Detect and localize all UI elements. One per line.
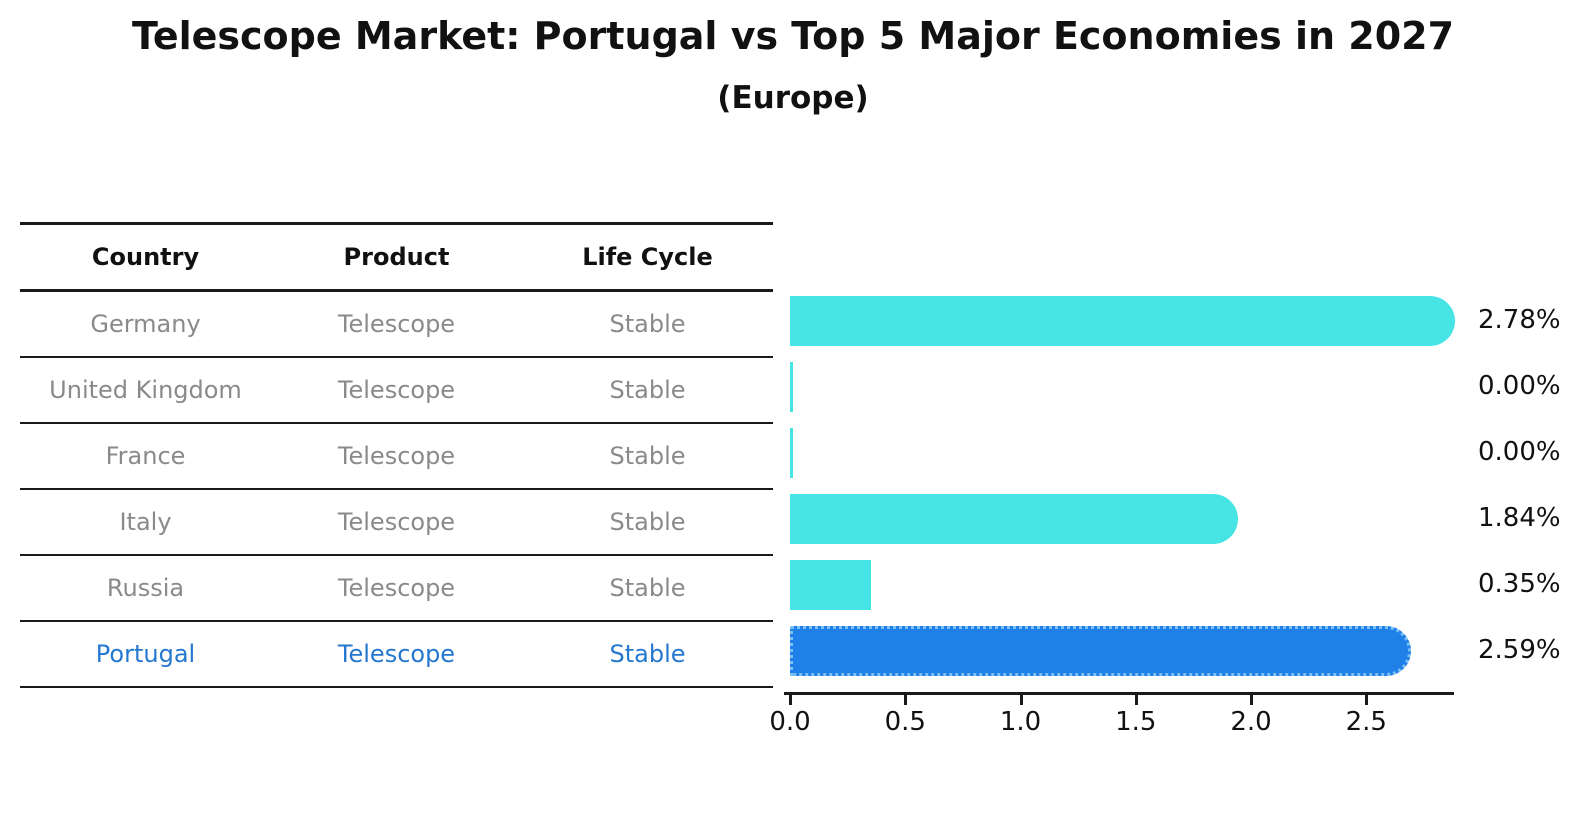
value-label: 0.00% [1478,371,1561,401]
product-cell: Telescope [337,640,456,668]
lifecycle-cell: Stable [609,640,686,668]
lifecycle-cell: Stable [609,442,686,470]
axis-tick-label: 0.5 [884,707,926,737]
product-cell: Telescope [337,508,456,536]
axis-tick-label: 2.5 [1345,707,1387,737]
product-cell: Telescope [337,442,456,470]
bar [790,428,793,478]
bar [790,560,871,610]
axis-tick-label: 1.0 [999,707,1042,737]
axis-tick [789,695,792,705]
axis-tick [1365,695,1369,705]
table-row: Russia Telescope Stable [20,556,773,622]
axis-tick-label: 0.0 [769,707,811,737]
country-cell: Russia [106,574,185,602]
table-header-row: Country Product Life Cycle [20,222,773,292]
product-cell: Telescope [337,376,456,404]
axis-tick [1134,695,1138,705]
table-row: United Kingdom Telescope Stable [20,358,773,424]
chart-subtitle: (Europe) [717,80,869,116]
bar [790,494,1239,544]
axis-tick [904,695,908,705]
value-label: 0.00% [1478,437,1561,467]
value-label: 2.78% [1478,305,1561,335]
country-cell: France [105,442,186,470]
chart-title: Telescope Market: Portugal vs Top 5 Majo… [131,14,1455,58]
axis-tick [1019,695,1023,705]
bar [790,362,793,412]
bar [790,626,1411,676]
axis-tick-label: 1.5 [1115,707,1157,737]
lifecycle-cell: Stable [609,376,686,404]
lifecycle-cell: Stable [609,508,686,536]
axis-tick [1250,695,1253,705]
country-cell: Germany [90,310,201,338]
country-cell: Portugal [95,640,196,668]
data-table: Country Product Life Cycle Germany Teles… [20,222,773,688]
product-cell: Telescope [337,574,456,602]
country-cell: Italy [119,508,172,536]
table-header-country: Country [91,243,200,271]
table-row: Portugal Telescope Stable [20,622,773,688]
lifecycle-cell: Stable [609,310,686,338]
x-axis-line [784,692,1454,695]
axis-tick-label: 2.0 [1230,707,1272,737]
lifecycle-cell: Stable [609,574,686,602]
value-label: 2.59% [1478,635,1561,665]
table-header-product: Product [343,243,450,271]
table-row: Italy Telescope Stable [20,490,773,556]
value-label: 1.84% [1478,503,1561,533]
product-cell: Telescope [337,310,456,338]
country-cell: United Kingdom [49,376,242,404]
table-row: Germany Telescope Stable [20,292,773,358]
value-label: 0.35% [1478,569,1561,599]
table-row: France Telescope Stable [20,424,773,490]
table-header-lifecycle: Life Cycle [582,243,713,271]
bar [790,296,1455,346]
table-body: Germany Telescope Stable United Kingdom … [20,292,773,688]
